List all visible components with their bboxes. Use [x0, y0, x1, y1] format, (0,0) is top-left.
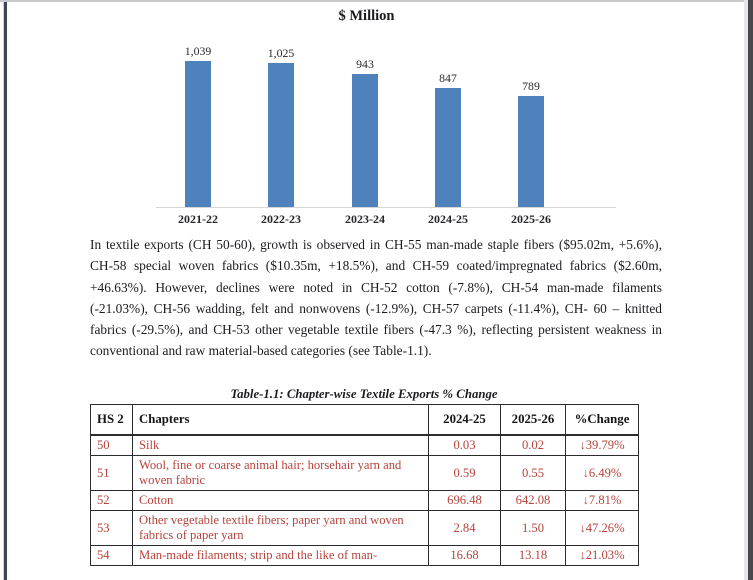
table-cell: 54: [90, 545, 133, 566]
table-cell: Man-made filaments; strip and the like o…: [132, 545, 429, 566]
table-header-cell: %Change: [565, 404, 639, 436]
table-header-row: HS 2 Chapters 2024-25 2025-26 %Change: [90, 404, 639, 436]
table-cell: Other vegetable textile fibers; paper ya…: [132, 510, 429, 546]
table-row: 53 Other vegetable textile fibers; paper …: [90, 510, 639, 546]
bar-2023-24: [352, 74, 378, 207]
table-cell: 0.55: [500, 455, 566, 491]
table-cell: 0.03: [428, 434, 501, 456]
table-cell: 696.48: [428, 490, 501, 511]
x-axis-label: 2021-22: [178, 212, 218, 226]
table-header-cell: HS 2: [90, 404, 133, 436]
x-axis-label: 2025-26: [511, 212, 551, 226]
page-edge-right-light: [744, 0, 748, 580]
page-edge-right-dark: [748, 0, 753, 580]
x-axis-line: [156, 207, 616, 208]
chart-title: $ Million: [338, 8, 395, 24]
table-cell: 13.18: [500, 545, 566, 566]
textile-exports-table: HS 2 Chapters 2024-25 2025-26 %Change 50 Silk…: [90, 404, 639, 566]
table-cell: 53: [90, 510, 133, 546]
bar-value-label: 943: [356, 57, 374, 71]
x-axis-label: 2022-23: [261, 212, 301, 226]
table-cell: 0.59: [428, 455, 501, 491]
bar-2024-25: [435, 88, 461, 207]
table-row: 52 Cotton 696.48 642.08 ↓7.81%: [90, 490, 639, 511]
x-axis-label: 2024-25: [428, 212, 468, 226]
table-row: 54 Man-made filaments; strip and the like…: [90, 545, 639, 566]
table-caption: Table-1.1: Chapter-wise Textile Exports …: [230, 387, 498, 401]
bar-value-label: 789: [522, 79, 540, 93]
table-cell: 2.84: [428, 510, 501, 546]
table-row: 50 Silk 0.03 0.02 ↓39.79%: [90, 434, 639, 456]
table-cell: ↓39.79%: [565, 434, 639, 456]
table-cell: ↓21.03%: [565, 545, 639, 566]
page-edge-left-dark: [4, 2, 7, 580]
table-cell: 0.02: [500, 434, 566, 456]
bar-value-label: 1,039: [184, 44, 212, 58]
table-header-cell: Chapters: [132, 404, 429, 436]
bar-2025-26: [518, 96, 544, 207]
table-cell: Cotton: [132, 490, 429, 511]
table-header-cell: 2025-26: [500, 404, 566, 436]
x-axis-label: 2023-24: [345, 212, 385, 226]
table-cell: 642.08: [500, 490, 566, 511]
table-cell: 51: [90, 455, 133, 491]
bar-value-label: 847: [439, 71, 457, 85]
body-paragraph: In textile exports (CH 50-60), growth is…: [90, 237, 662, 359]
table-cell: 1.50: [500, 510, 566, 546]
table-cell: ↓6.49%: [565, 455, 639, 491]
table-row: 51 Wool, fine or coarse animal hair; hors…: [90, 455, 639, 491]
table-cell: 52: [90, 490, 133, 511]
table-cell: 50: [90, 434, 133, 456]
table-header-cell: 2024-25: [428, 404, 501, 436]
bar-2022-23: [268, 63, 294, 207]
table-cell: 16.68: [428, 545, 501, 566]
page-edge-top: [0, 0, 753, 2]
page-edge-left-light: [3, 2, 4, 580]
table-cell: Wool, fine or coarse animal hair; horseh…: [132, 455, 429, 491]
bar-value-label: 1,025: [267, 46, 295, 60]
table-cell: ↓7.81%: [565, 490, 639, 511]
bar-2021-22: [185, 61, 211, 207]
table-cell: ↓47.26%: [565, 510, 639, 546]
table-cell: Silk: [132, 434, 429, 456]
